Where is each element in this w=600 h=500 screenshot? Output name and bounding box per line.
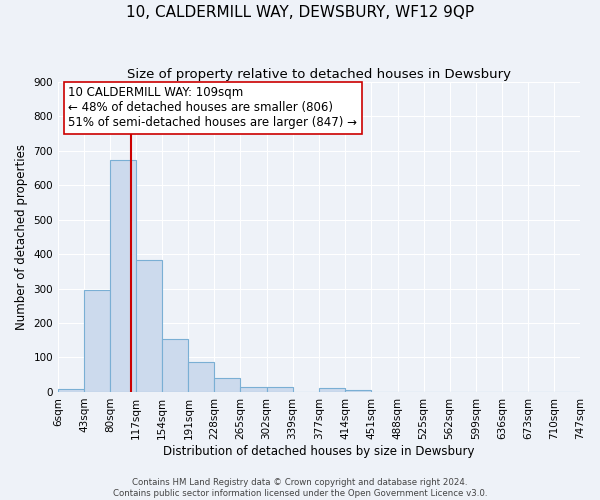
Title: Size of property relative to detached houses in Dewsbury: Size of property relative to detached ho… [127, 68, 511, 80]
Bar [188, 362, 214, 392]
Bar [214, 378, 241, 392]
Bar [84, 290, 110, 392]
Bar [110, 160, 136, 392]
Text: 10 CALDERMILL WAY: 109sqm
← 48% of detached houses are smaller (806)
51% of semi: 10 CALDERMILL WAY: 109sqm ← 48% of detac… [68, 86, 358, 130]
Y-axis label: Number of detached properties: Number of detached properties [15, 144, 28, 330]
Bar [162, 338, 188, 392]
Bar [266, 388, 293, 392]
Bar [136, 260, 162, 392]
Text: 10, CALDERMILL WAY, DEWSBURY, WF12 9QP: 10, CALDERMILL WAY, DEWSBURY, WF12 9QP [126, 5, 474, 20]
X-axis label: Distribution of detached houses by size in Dewsbury: Distribution of detached houses by size … [163, 444, 475, 458]
Bar [58, 389, 84, 392]
Bar [346, 390, 371, 392]
Text: Contains HM Land Registry data © Crown copyright and database right 2024.
Contai: Contains HM Land Registry data © Crown c… [113, 478, 487, 498]
Bar [241, 387, 266, 392]
Bar [319, 388, 346, 392]
